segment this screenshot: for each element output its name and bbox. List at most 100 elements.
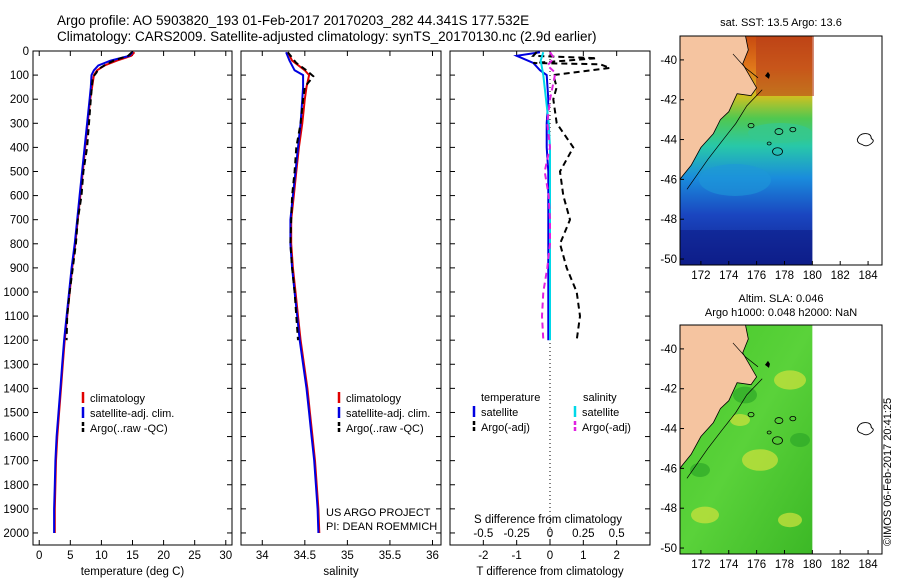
y-tick-label: -48 xyxy=(660,503,677,515)
y-tick-label: 800 xyxy=(10,239,29,251)
y-tick-label: -40 xyxy=(660,344,677,356)
y-tick-label: 1300 xyxy=(3,359,29,371)
y-tick-label: 1800 xyxy=(3,480,29,492)
figure-title-line1: Argo profile: AO 5903820_193 01-Feb-2017… xyxy=(57,13,530,28)
series-line-satellite-adj-clim- xyxy=(53,51,134,533)
cool-patch xyxy=(699,164,771,196)
top-x-tick-label: 0.5 xyxy=(609,528,625,540)
legend-entry: satellite-adj. clim. xyxy=(90,408,174,420)
x-tick-label: 176 xyxy=(747,559,766,571)
y-tick-label: 400 xyxy=(10,142,29,154)
y-tick-label: 1600 xyxy=(3,432,29,444)
coastline-land xyxy=(680,325,758,470)
x-tick-label: 182 xyxy=(831,559,850,571)
x-tick-label: 35.5 xyxy=(379,550,401,562)
top-x-tick-label: -0.5 xyxy=(473,528,493,540)
sst-map: 172 174 176 178 180 182 184 -40 -42 -44 -46 -48 -50 s… xyxy=(660,17,883,282)
x-tick-label: 34.5 xyxy=(294,550,316,562)
x-axis-label: T difference from climatology xyxy=(476,566,623,578)
x-tick-label: 25 xyxy=(188,550,201,562)
x-tick-label: 180 xyxy=(803,559,822,571)
y-tick-label: 200 xyxy=(10,94,29,106)
cold-band xyxy=(680,230,813,265)
y-tick-label: -48 xyxy=(660,214,677,226)
x-tick-label: 35 xyxy=(341,550,354,562)
figure-title-line2: Climatology: CARS2009. Satellite-adjuste… xyxy=(57,29,597,44)
x-tick-label: 36 xyxy=(426,550,439,562)
sst-map-title: sat. SST: 13.5 Argo: 13.6 xyxy=(720,17,842,29)
x-tick-label: -2 xyxy=(478,550,488,562)
x-tick-label: 10 xyxy=(95,550,108,562)
pi-annotation: PI: DEAN ROEMMICH xyxy=(326,521,437,533)
legend-entry: Argo(-adj) xyxy=(481,422,530,434)
legend-entry: climatology xyxy=(346,393,402,405)
x-tick-label: -1 xyxy=(512,550,522,562)
x-tick-label: 20 xyxy=(157,550,170,562)
y-tick-label: -46 xyxy=(660,174,677,186)
temperature-panel: 0 5 10 15 20 25 300100200300400500600700800900… xyxy=(3,46,233,578)
x-tick-label: 34 xyxy=(256,550,269,562)
top-x-tick-label: -0.25 xyxy=(504,528,530,540)
y-tick-label: -40 xyxy=(660,55,677,67)
sla-anomaly-blob xyxy=(742,449,778,471)
y-tick-label: -42 xyxy=(660,384,677,396)
seamount-contour xyxy=(772,436,783,445)
y-tick-label: -44 xyxy=(660,135,677,147)
seamount-contour xyxy=(747,122,755,129)
x-tick-label: 1 xyxy=(580,550,586,562)
y-tick-label: 1900 xyxy=(3,504,29,516)
sla-field xyxy=(680,325,813,554)
y-tick-label: -50 xyxy=(660,543,677,555)
sla-anomaly-blob xyxy=(778,512,802,528)
legend-entry: climatology xyxy=(90,393,146,405)
x-tick-label: 184 xyxy=(858,270,878,282)
sst-field xyxy=(680,36,814,265)
plot-frame xyxy=(32,50,233,546)
x-tick-label: 30 xyxy=(219,550,232,562)
credit-text: ©IMOS 06-Feb-2017 20:41:25 xyxy=(882,398,894,546)
sla-anomaly-blob xyxy=(730,414,750,426)
y-tick-label: 600 xyxy=(10,191,29,203)
map-frame xyxy=(679,324,883,555)
y-tick-label: 2000 xyxy=(3,528,29,540)
sla-anomaly-blob xyxy=(774,370,806,390)
legend-header-temperature: temperature xyxy=(481,392,540,404)
x-tick-label: 178 xyxy=(775,270,794,282)
y-tick-label: 1500 xyxy=(3,407,29,419)
sla-map-title-line1: Altim. SLA: 0.046 xyxy=(739,293,824,305)
y-tick-label: -42 xyxy=(660,95,677,107)
series-line-salinity-satellite xyxy=(539,51,551,341)
x-tick-label: 172 xyxy=(691,559,710,571)
sla-anomaly-blob xyxy=(790,433,810,447)
land-detail xyxy=(764,71,770,79)
legend-entry: Argo(..raw -QC) xyxy=(346,423,424,435)
salinity-panel: 34 34.5 35 35.5 36 salinity climatology satelli… xyxy=(240,50,442,578)
y-tick-label: 500 xyxy=(10,166,29,178)
sla-map: 172 174 176 178 180 182 184 -40 -42 -44 -46 -48 -50 A… xyxy=(660,293,883,571)
legend-entry: satellite-adj. clim. xyxy=(346,408,430,420)
top-x-axis-label: S difference from climatology xyxy=(474,514,622,526)
x-axis-label: temperature (deg C) xyxy=(81,566,185,578)
y-tick-label: 1000 xyxy=(3,287,29,299)
y-tick-label: -46 xyxy=(660,463,677,475)
y-tick-label: 100 xyxy=(10,70,29,82)
legend-entry: Argo(-adj) xyxy=(582,422,631,434)
x-axis-label: salinity xyxy=(323,566,358,578)
seamount-contour xyxy=(774,128,784,135)
x-tick-label: 180 xyxy=(803,270,822,282)
y-tick-label: 1400 xyxy=(3,383,29,395)
legend-entry: satellite xyxy=(582,407,619,419)
seamount-contour xyxy=(747,411,755,418)
seamount-contour xyxy=(789,415,797,422)
chatham-islands xyxy=(856,422,874,436)
series-line-argo-raw-qc- xyxy=(287,51,315,341)
top-x-tick-label: 0.25 xyxy=(572,528,594,540)
x-tick-label: 176 xyxy=(747,270,766,282)
x-tick-label: 0 xyxy=(36,550,42,562)
map-frame xyxy=(679,35,883,266)
series-line-salinity-argo-adj- xyxy=(540,51,557,341)
seamount-contour xyxy=(772,147,783,156)
difference-panel: -2 -1 0 1 2 T difference from climatology -0.5… xyxy=(449,50,651,578)
sla-map-title-line2: Argo h1000: 0.048 h2000: NaN xyxy=(705,307,857,319)
